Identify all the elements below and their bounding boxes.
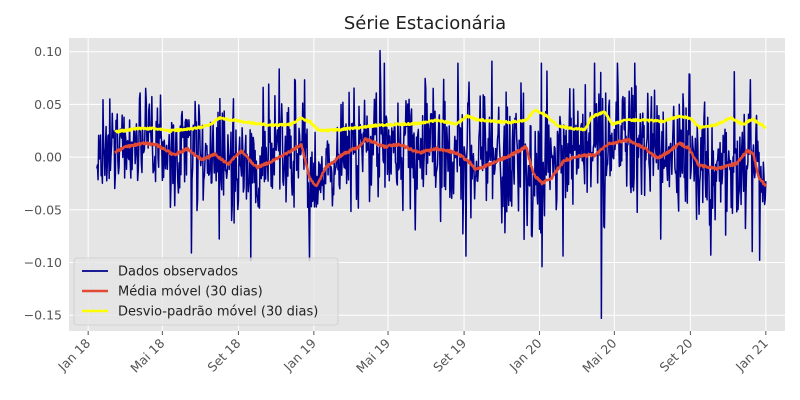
- y-tick-label: 0.05: [34, 97, 62, 112]
- legend-label: Média móvel (30 dias): [118, 285, 263, 300]
- y-axis: 0.10 0.05 0.00 −0.05 −0.10 −0.15: [24, 44, 62, 322]
- series-line-rolling-mean: [114, 137, 767, 188]
- y-tick-label: 0.00: [34, 150, 62, 165]
- legend-label: Desvio-padrão móvel (30 dias): [118, 305, 318, 320]
- y-tick-label: 0.10: [34, 44, 62, 59]
- y-tick-label: −0.05: [24, 202, 62, 217]
- legend-label: Dados observados: [118, 265, 238, 280]
- legend-box: [73, 257, 339, 326]
- series-line-rolling-std: [114, 108, 767, 134]
- legend: Dados observados Média móvel (30 dias) Des…: [73, 257, 339, 326]
- series-layer: [96, 49, 767, 320]
- chart-title: Série Estacionária: [344, 13, 506, 34]
- y-tick-label: −0.15: [24, 308, 62, 323]
- y-tick-label: −0.10: [24, 255, 62, 270]
- series-line-observed: [96, 49, 767, 320]
